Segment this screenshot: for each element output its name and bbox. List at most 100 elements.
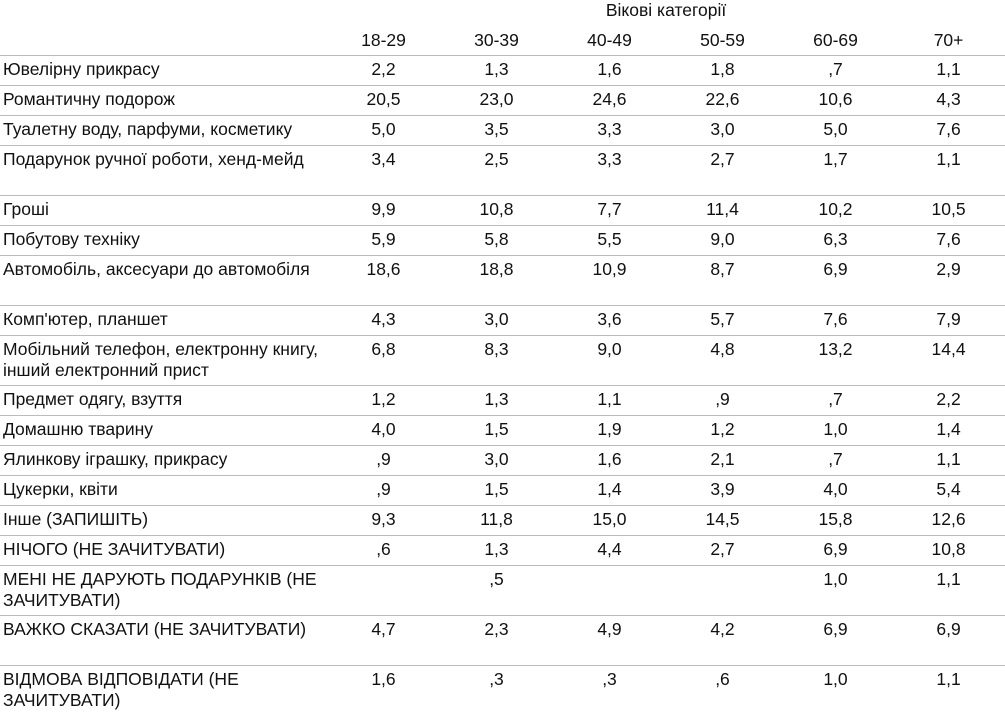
- table-cell: 5,4: [892, 475, 1005, 506]
- row-label: Інше (ЗАПИШІТЬ): [0, 505, 327, 536]
- row-label: Гроші: [0, 195, 327, 226]
- table-cell: 1,6: [553, 445, 666, 476]
- table-cell: ,5: [440, 565, 553, 616]
- table-cell: 15,8: [779, 505, 892, 536]
- table-cell: 3,0: [440, 445, 553, 476]
- row-label: Домашню тварину: [0, 415, 327, 446]
- table-cell: 1,1: [936, 669, 961, 689]
- table-cell: 10,6: [779, 85, 892, 116]
- table-row: Предмет одягу, взуття 1,2 1,3 1,1 ,9 ,7 …: [0, 385, 1005, 416]
- table-cell: 4,3: [327, 305, 440, 336]
- table-row: Мобільний телефон, електронну книгу, інш…: [0, 335, 1005, 386]
- table-cell: 3,9: [666, 475, 779, 506]
- table-cell: 1,5: [440, 475, 553, 506]
- column-header: 60-69: [779, 25, 892, 56]
- table-cell: [666, 565, 779, 616]
- column-header: 30-39: [440, 25, 553, 56]
- table-cell: 4,7: [327, 615, 440, 666]
- table-cell: 3,5: [440, 115, 553, 146]
- table-cell: 1,9: [553, 415, 666, 446]
- table-cell: 1,4: [892, 415, 1005, 446]
- table-cell: 6,3: [779, 225, 892, 256]
- table-row: Інше (ЗАПИШІТЬ) 9,3 11,8 15,0 14,5 15,8 …: [0, 505, 1005, 536]
- table-cell: 3,3: [553, 145, 666, 196]
- table-cell: 5,8: [440, 225, 553, 256]
- column-header: 18-29: [327, 25, 440, 56]
- table-cell: 1,0: [779, 415, 892, 446]
- table-cell: 4,0: [779, 475, 892, 506]
- table-cell: 8,7: [666, 255, 779, 306]
- table-cell: 3,0: [666, 115, 779, 146]
- table-row: Туалетну воду, парфуми, косметику 5,0 3,…: [0, 115, 1005, 146]
- row-label: Ювелірну прикрасу: [0, 55, 327, 86]
- row-label: МЕНІ НЕ ДАРУЮТЬ ПОДАРУНКІВ (НЕ ЗАЧИТУВАТ…: [0, 565, 327, 616]
- table-cell: 1,6: [553, 55, 666, 86]
- table-cell: 1,5: [440, 415, 553, 446]
- row-label: Ялинкову іграшку, прикрасу: [0, 445, 327, 476]
- table-row: Цукерки, квіти ,9 1,5 1,4 3,9 4,0 5,4: [0, 475, 1005, 506]
- table-cell: 1,3: [440, 535, 553, 566]
- table-cell: 9,0: [553, 335, 666, 386]
- table-cell: 1,1: [892, 565, 1005, 616]
- table-row: ВІДМОВА ВІДПОВІДАТИ (НЕ ЗАЧИТУВАТИ) 1,6 …: [0, 666, 1005, 716]
- table-cell: 20,5: [327, 85, 440, 116]
- table-cell: [553, 565, 666, 616]
- table-row: Ялинкову іграшку, прикрасу ,9 3,0 1,6 2,…: [0, 445, 1005, 476]
- age-group-header: Вікові категорії: [605, 0, 727, 20]
- table-cell: 1,3: [440, 385, 553, 416]
- table-cell: 2,5: [440, 145, 553, 196]
- row-label: Комп'ютер, планшет: [0, 305, 327, 336]
- table-cell: 2,7: [666, 145, 779, 196]
- table-cell: 1,3: [440, 55, 553, 86]
- table-cell: 6,8: [327, 335, 440, 386]
- table-cell: 10,5: [892, 195, 1005, 226]
- table-cell: 7,7: [553, 195, 666, 226]
- table-cell: ,9: [327, 475, 440, 506]
- table-cell: 7,9: [892, 305, 1005, 336]
- table-row: Романтичну подорож 20,5 23,0 24,6 22,6 1…: [0, 85, 1005, 116]
- table-cell: ,9: [666, 385, 779, 416]
- table-cell: 6,9: [779, 255, 892, 306]
- table-cell: 2,3: [440, 615, 553, 666]
- column-header: 50-59: [666, 25, 779, 56]
- table-row: Гроші 9,9 10,8 7,7 11,4 10,2 10,5: [0, 195, 1005, 226]
- table-cell: 1,6: [371, 669, 396, 689]
- table-cell: [327, 565, 440, 616]
- table-cell: 2,7: [666, 535, 779, 566]
- table-cell: 4,3: [892, 85, 1005, 116]
- group-header-row: Вікові категорії: [0, 0, 1005, 25]
- row-label: Побутову техніку: [0, 225, 327, 256]
- table-cell: 5,0: [779, 115, 892, 146]
- column-header: 70+: [892, 25, 1005, 56]
- table-cell: 5,0: [327, 115, 440, 146]
- table-cell: 14,4: [892, 335, 1005, 386]
- table-cell: 1,4: [553, 475, 666, 506]
- row-label: Цукерки, квіти: [0, 475, 327, 506]
- table-row: Ювелірну прикрасу 2,2 1,3 1,6 1,8 ,7 1,1: [0, 55, 1005, 86]
- table-cell: 1,7: [779, 145, 892, 196]
- row-label: Автомобіль, аксесуари до автомобіля: [0, 255, 327, 306]
- row-label: НІЧОГО (НЕ ЗАЧИТУВАТИ): [0, 535, 327, 566]
- table-cell: 3,4: [327, 145, 440, 196]
- table-cell: 8,3: [440, 335, 553, 386]
- column-header: 40-49: [553, 25, 666, 56]
- table-cell: 24,6: [553, 85, 666, 116]
- table-row: Автомобіль, аксесуари до автомобіля 18,6…: [0, 255, 1005, 306]
- table-cell: 1,0: [779, 565, 892, 616]
- row-label: Романтичну подорож: [0, 85, 327, 116]
- table-cell: 9,0: [666, 225, 779, 256]
- corner-cell: [0, 0, 327, 25]
- table-cell: 1,1: [553, 385, 666, 416]
- table-cell: 6,9: [892, 615, 1005, 666]
- table-cell: 7,6: [892, 115, 1005, 146]
- table-cell: ,7: [779, 445, 892, 476]
- table-cell: 4,9: [553, 615, 666, 666]
- table-row: Подарунок ручної роботи, хенд-мейд 3,4 2…: [0, 145, 1005, 196]
- table-cell: 10,9: [553, 255, 666, 306]
- table-cell: 4,8: [666, 335, 779, 386]
- table-row: МЕНІ НЕ ДАРУЮТЬ ПОДАРУНКІВ (НЕ ЗАЧИТУВАТ…: [0, 565, 1005, 616]
- table-cell: 22,6: [666, 85, 779, 116]
- table-cell: 11,8: [440, 505, 553, 536]
- table-cell: 3,3: [553, 115, 666, 146]
- table-cell: 1,2: [666, 415, 779, 446]
